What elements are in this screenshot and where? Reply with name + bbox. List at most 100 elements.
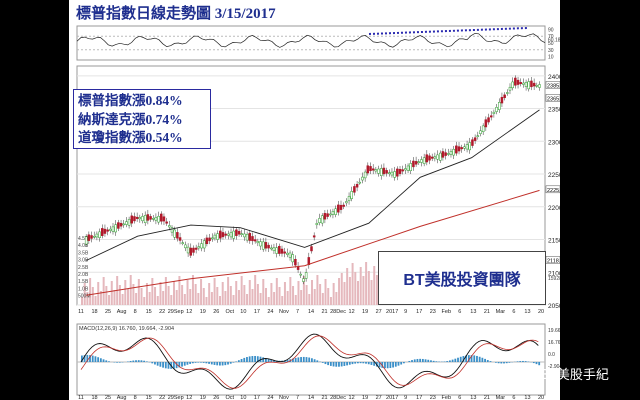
macd-tick-label: -2.904 [548, 364, 560, 370]
volume-bar [302, 276, 305, 305]
macd-histogram-bar [359, 362, 362, 364]
candle-body [194, 247, 198, 250]
candle-body [294, 258, 297, 266]
macd-histogram-bar [294, 357, 297, 362]
candle-body [178, 237, 182, 241]
macd-histogram-bar [435, 361, 438, 362]
candle-body [227, 233, 230, 236]
candle-body [288, 252, 292, 258]
candle-body [409, 163, 412, 171]
candle-body [213, 234, 217, 239]
candle-body [339, 204, 343, 210]
macd-histogram-bar [235, 361, 238, 362]
volume-bar [319, 284, 322, 305]
candle-body [463, 146, 466, 149]
volume-axis-label: 2.0B [78, 272, 89, 278]
macd-histogram-bar [311, 358, 313, 362]
candle-body [401, 169, 404, 172]
macd-histogram-bar [205, 362, 208, 364]
macd-histogram-bar [476, 355, 478, 362]
macd-histogram-bar [186, 362, 189, 365]
volume-bar [281, 296, 284, 305]
candle-body [468, 142, 472, 151]
macd-histogram-bar [467, 355, 470, 362]
volume-axis-label: 3.5B [78, 250, 89, 256]
volume-bar [89, 278, 92, 305]
y-tick-label: 2300 [548, 139, 560, 146]
volume-bar [335, 292, 338, 305]
macd-histogram-bar [99, 358, 102, 362]
volume-bar [167, 286, 170, 305]
candle-body [506, 92, 509, 94]
macd-histogram-bar [449, 360, 451, 362]
macd-histogram-bar [191, 362, 194, 364]
macd-line [80, 333, 539, 390]
candle-body [106, 229, 109, 232]
macd-histogram-bar [348, 362, 351, 365]
volume-bar [305, 285, 308, 305]
macd-histogram-bar [108, 361, 110, 362]
candle-body [109, 228, 112, 231]
team-label: BT美股投資團隊 [378, 251, 546, 305]
candle-body [465, 144, 469, 150]
candle-body [310, 246, 313, 252]
macd-histogram-bar [243, 357, 246, 362]
volume-bar [329, 297, 332, 305]
macd-histogram-bar [270, 359, 273, 362]
candle-body [181, 242, 184, 244]
volume-bar [289, 277, 292, 305]
candle-body [347, 196, 351, 202]
candle-body [119, 222, 123, 227]
candle-body [205, 237, 209, 245]
macd-histogram-bar [265, 358, 267, 362]
watermark: BT美股手紀 [516, 364, 609, 383]
candle-body [251, 236, 254, 242]
watermark-text: BT美股手紀 [540, 368, 609, 383]
macd-histogram-bar [97, 357, 100, 362]
macd-histogram-bar [430, 360, 432, 362]
x-tick-label-bottom: 18 [91, 395, 97, 400]
volume-bar [327, 288, 330, 305]
macd-histogram-bar [200, 362, 202, 363]
volume-bar [105, 286, 108, 305]
candle-body [133, 216, 136, 222]
candle-body [299, 273, 303, 276]
candle-body [229, 232, 233, 238]
x-tick-label-bottom: 27 [376, 395, 382, 400]
macd-histogram-bar [403, 362, 405, 364]
x-tick-label: 26 [213, 309, 219, 315]
macd-histogram-bar [213, 362, 216, 365]
macd-histogram-bar [221, 362, 224, 366]
macd-histogram-bar [340, 362, 343, 367]
macd-histogram-bar [465, 355, 468, 362]
macd-histogram-bar [216, 362, 219, 366]
macd-histogram-bar [248, 356, 251, 362]
x-tick-label: Nov [279, 309, 289, 315]
macd-histogram-bar [357, 362, 359, 364]
macd-histogram-bar [462, 356, 465, 362]
x-tick-label-bottom: Mar [496, 395, 506, 400]
macd-histogram-bar [256, 356, 259, 362]
x-tick-label: 9 [404, 309, 407, 315]
x-tick-label-bottom: 24 [267, 395, 273, 400]
macd-histogram-bar [267, 358, 270, 362]
candle-body [130, 215, 134, 224]
volume-axis-label: 500M [78, 294, 91, 300]
candle-body [481, 125, 485, 132]
macd-histogram-bar [162, 362, 164, 368]
candle-body [114, 224, 117, 233]
macd-histogram-bar [183, 362, 186, 366]
candle-body [160, 213, 163, 222]
chart-panel: 240023502300225022002150210020502385.242… [69, 0, 568, 400]
macd-histogram-bar [451, 359, 454, 362]
macd-histogram-bar [424, 359, 427, 362]
volume-bar [164, 277, 167, 305]
candle-body [404, 168, 407, 171]
volume-bar [213, 278, 216, 305]
candle-body [430, 156, 434, 159]
volume-bar [251, 289, 254, 305]
candle-body [165, 221, 168, 224]
volume-bar [132, 284, 135, 305]
macd-histogram-bar [156, 362, 159, 366]
